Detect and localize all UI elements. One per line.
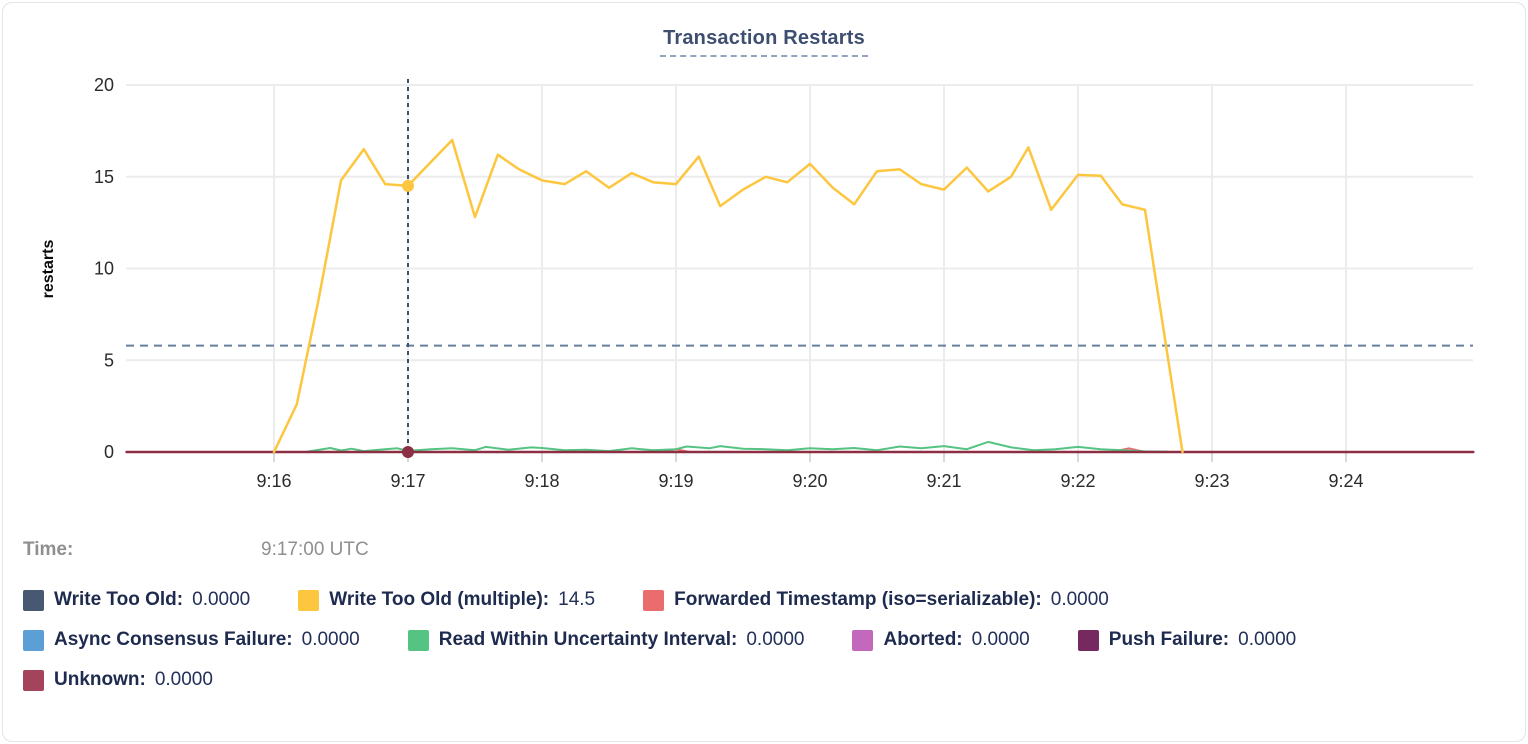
legend-item-read-within-uncertainty-interval[interactable]: Read Within Uncertainty Interval: 0.0000 [407, 629, 805, 651]
legend-row: Async Consensus Failure: 0.0000 Read Withi… [23, 629, 1515, 651]
legend-swatch [407, 629, 429, 651]
legend: Write Too Old: 0.0000 Write Too Old (multi… [23, 589, 1515, 709]
legend-item-write-too-old-multiple[interactable]: Write Too Old (multiple): 14.5 [298, 589, 595, 611]
series-line-read-within-uncertainty-interval [306, 440, 1169, 453]
x-tick-label: 9:20 [792, 471, 827, 491]
legend-value: 0.0000 [746, 629, 805, 650]
hover-time-value: 9:17:00 UTC [261, 539, 369, 560]
chart-header: Transaction Restarts [3, 27, 1525, 57]
y-tick-label: 15 [94, 167, 114, 187]
legend-label: Read Within Uncertainty Interval: [438, 629, 738, 650]
legend-item-async-consensus-failure[interactable]: Async Consensus Failure: 0.0000 [23, 629, 360, 651]
legend-swatch [852, 629, 874, 651]
legend-value: 0.0000 [192, 589, 251, 610]
legend-swatch [298, 589, 320, 611]
legend-swatch [643, 589, 665, 611]
legend-label: Unknown: [54, 669, 146, 690]
y-tick-label: 10 [94, 259, 114, 279]
legend-swatch [23, 629, 44, 651]
transaction-restarts-chart[interactable]: 0 5 10 15 20 9:16 9:17 9:18 9:19 9:20 9:21 9:22 9:23… [3, 3, 1526, 515]
y-tick-label: 0 [104, 442, 114, 462]
x-tick-label: 9:17 [390, 471, 425, 491]
legend-label: Async Consensus Failure: [54, 629, 293, 650]
legend-swatch [23, 669, 44, 691]
legend-label: Aborted: [883, 629, 963, 650]
y-tick-label: 5 [104, 350, 114, 370]
x-tick-label: 9:24 [1328, 471, 1363, 491]
x-tick-label: 9:18 [524, 471, 559, 491]
crosshair-dot [402, 446, 414, 458]
x-tick-label: 9:19 [658, 471, 693, 491]
legend-value: 0.0000 [1050, 589, 1109, 610]
x-tick-label: 9:21 [926, 471, 961, 491]
legend-item-unknown[interactable]: Unknown: 0.0000 [23, 669, 213, 691]
legend-swatch [23, 589, 44, 611]
chart-title[interactable]: Transaction Restarts [660, 27, 868, 57]
legend-item-write-too-old[interactable]: Write Too Old: 0.0000 [23, 589, 250, 611]
x-tick-label: 9:16 [256, 471, 291, 491]
legend-item-forwarded-timestamp-iso-serializable[interactable]: Forwarded Timestamp (iso=serializable): 0… [643, 589, 1109, 611]
legend-value: 0.0000 [971, 629, 1030, 650]
legend-value: 0.0000 [1238, 629, 1297, 650]
legend-value: 0.0000 [301, 629, 360, 650]
legend-value: 0.0000 [154, 669, 213, 690]
legend-item-aborted[interactable]: Aborted: 0.0000 [852, 629, 1030, 651]
legend-row: Unknown: 0.0000 [23, 669, 1515, 691]
series-line-write-too-old-multiple- [272, 138, 1184, 454]
legend-row: Write Too Old: 0.0000 Write Too Old (multi… [23, 589, 1515, 611]
hover-time-label: Time: [23, 539, 74, 560]
hover-time-row: Time: 9:17:00 UTC [23, 539, 1505, 565]
legend-item-push-failure[interactable]: Push Failure: 0.0000 [1077, 629, 1297, 651]
legend-label: Push Failure: [1108, 629, 1230, 650]
legend-label: Write Too Old (multiple): [329, 589, 550, 610]
x-tick-label: 9:22 [1060, 471, 1095, 491]
legend-value: 14.5 [558, 589, 596, 610]
y-axis-label: restarts [40, 240, 57, 299]
legend-swatch [1077, 629, 1099, 651]
crosshair-dot [402, 179, 414, 192]
y-tick-label: 20 [94, 75, 114, 95]
legend-label: Write Too Old: [54, 589, 184, 610]
x-tick-label: 9:23 [1194, 471, 1229, 491]
legend-label: Forwarded Timestamp (iso=serializable): [674, 589, 1042, 610]
